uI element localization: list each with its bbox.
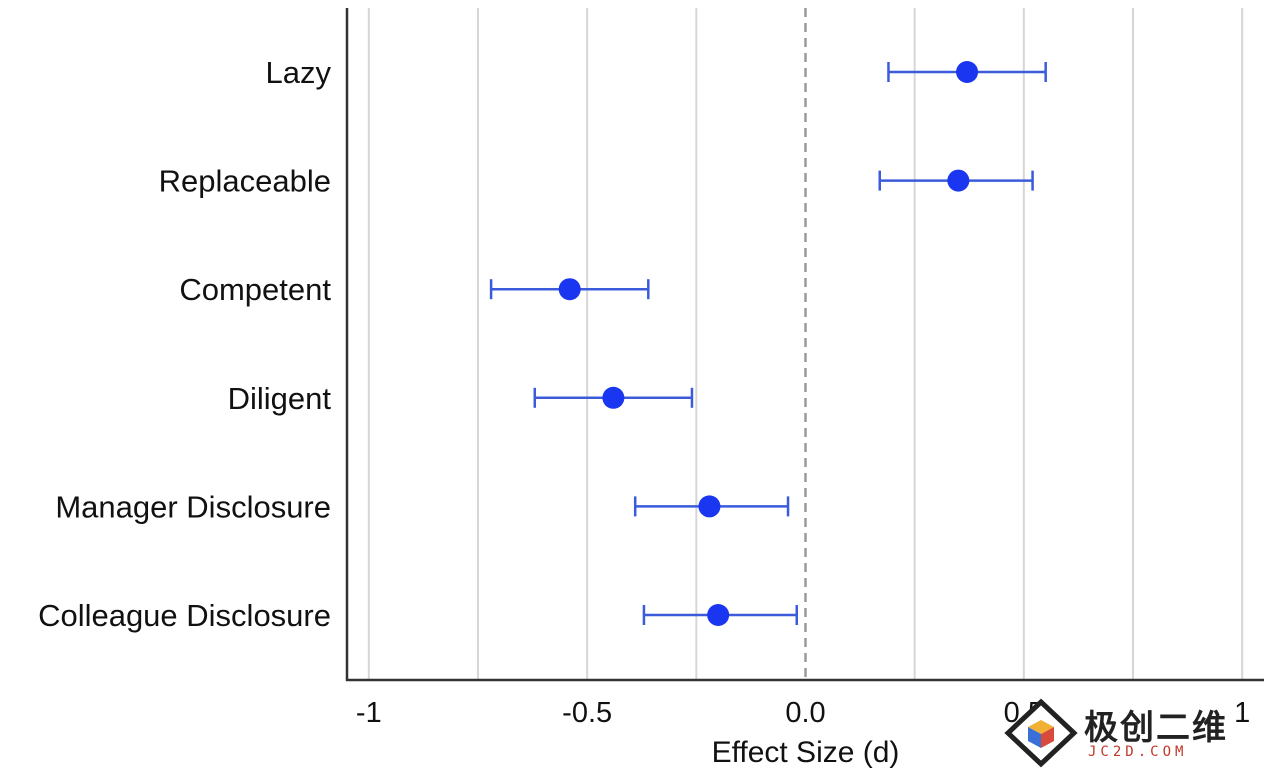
data-marks [489, 61, 1047, 626]
effect-size-point [707, 604, 730, 626]
category-label: Lazy [266, 55, 332, 90]
watermark: 极创二维 JC2D.COM [1004, 698, 1254, 768]
x-tick-label: -1 [356, 697, 382, 729]
watermark-brand: 极创二维 [1084, 708, 1228, 748]
category-labels: Lazy Replaceable Competent Diligent Manager … [38, 55, 331, 633]
x-tick-label: 0.0 [785, 697, 825, 729]
category-label: Diligent [228, 381, 332, 416]
category-label: Replaceable [159, 164, 331, 199]
x-tick-label: 1 [1234, 697, 1250, 729]
watermark-domain: JC2D.COM [1088, 744, 1188, 760]
category-label: Competent [179, 272, 331, 307]
category-label: Manager Disclosure [55, 489, 331, 524]
grid-lines [367, 8, 1244, 680]
effect-size-point [602, 386, 625, 409]
category-label: Colleague Disclosure [38, 598, 331, 633]
effect-size-point [698, 495, 721, 518]
x-axis-title: Effect Size (d) [712, 736, 900, 769]
axes [345, 8, 1264, 682]
effect-size-point [956, 61, 979, 83]
effect-size-point [558, 278, 581, 301]
effect-size-point [947, 169, 970, 192]
watermark-logo-icon [1004, 698, 1078, 768]
x-tick-label: -0.5 [562, 697, 612, 729]
